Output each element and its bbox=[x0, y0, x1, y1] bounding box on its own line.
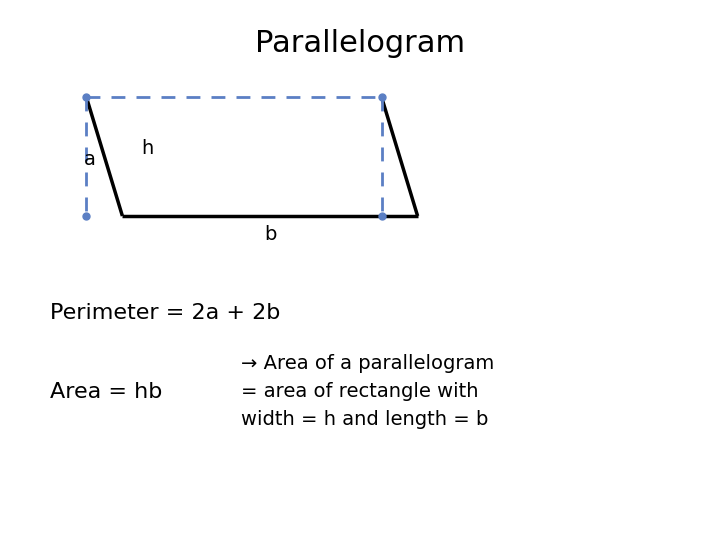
Text: Perimeter = 2a + 2b: Perimeter = 2a + 2b bbox=[50, 303, 281, 323]
Text: → Area of a parallelogram
= area of rectangle with
width = h and length = b: → Area of a parallelogram = area of rect… bbox=[241, 354, 495, 429]
Text: Area = hb: Area = hb bbox=[50, 381, 163, 402]
Text: b: b bbox=[264, 225, 276, 245]
Text: h: h bbox=[141, 139, 154, 158]
Text: Parallelogram: Parallelogram bbox=[255, 29, 465, 58]
Text: a: a bbox=[84, 150, 96, 169]
